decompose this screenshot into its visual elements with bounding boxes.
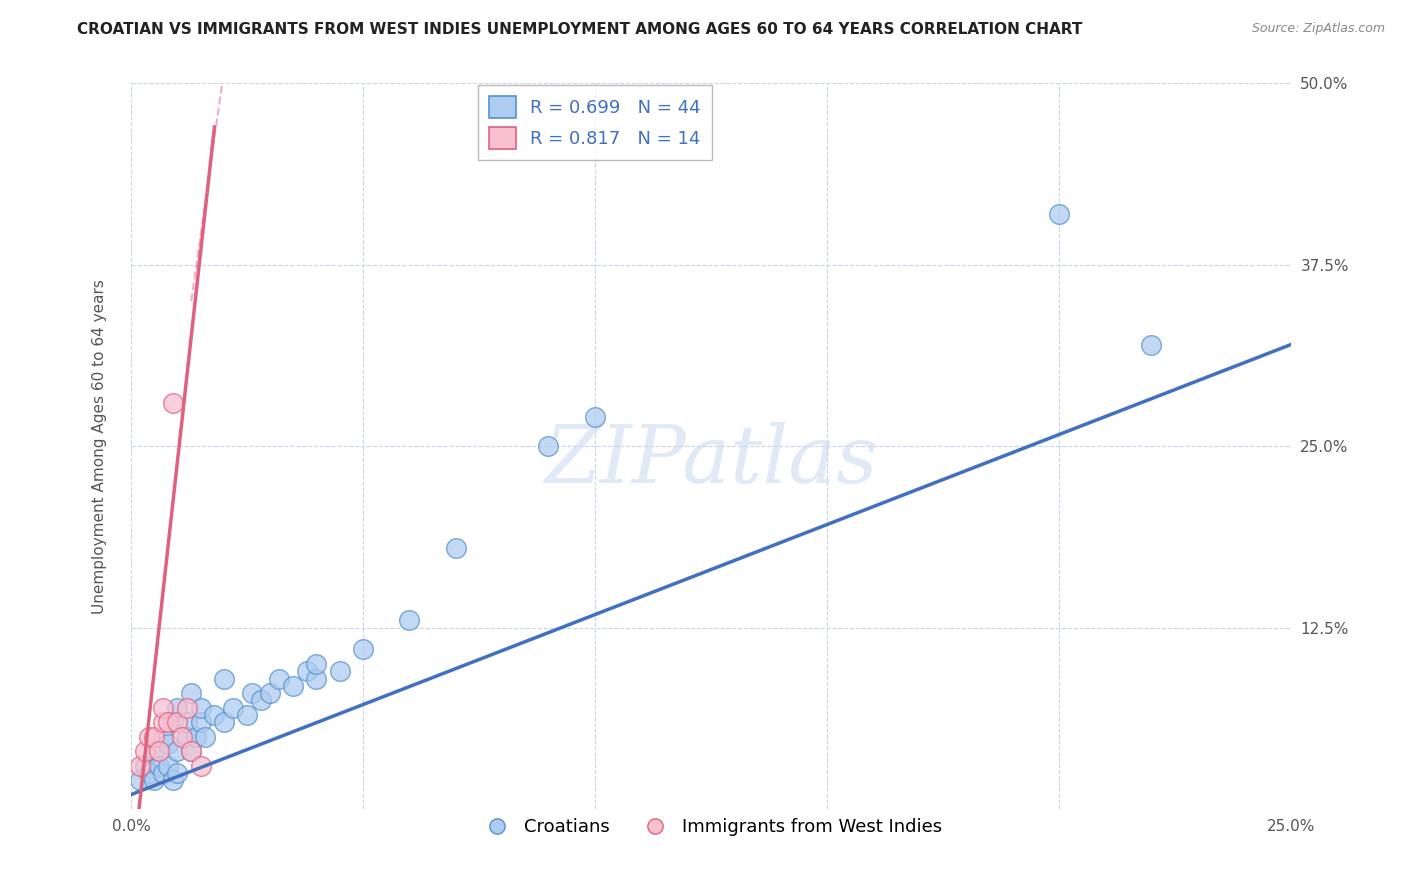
Point	[1047, 207, 1070, 221]
Point	[180, 744, 202, 758]
Point	[190, 700, 212, 714]
Point	[269, 672, 291, 686]
Point	[143, 773, 166, 788]
Point	[162, 714, 184, 729]
Point	[250, 693, 273, 707]
Point	[444, 541, 467, 555]
Point	[180, 686, 202, 700]
Point	[305, 672, 328, 686]
Point	[152, 714, 174, 729]
Text: Source: ZipAtlas.com: Source: ZipAtlas.com	[1251, 22, 1385, 36]
Point	[148, 744, 170, 758]
Point	[583, 410, 606, 425]
Point	[295, 665, 318, 679]
Point	[259, 686, 281, 700]
Point	[166, 744, 188, 758]
Text: ZIPatlas: ZIPatlas	[544, 422, 877, 500]
Point	[194, 730, 217, 744]
Point	[134, 744, 156, 758]
Point	[143, 744, 166, 758]
Point	[129, 773, 152, 788]
Point	[148, 758, 170, 772]
Point	[166, 714, 188, 729]
Point	[166, 700, 188, 714]
Point	[204, 707, 226, 722]
Point	[240, 686, 263, 700]
Point	[212, 714, 235, 729]
Point	[143, 730, 166, 744]
Point	[162, 396, 184, 410]
Point	[329, 665, 352, 679]
Point	[283, 679, 305, 693]
Point	[162, 773, 184, 788]
Point	[152, 700, 174, 714]
Text: CROATIAN VS IMMIGRANTS FROM WEST INDIES UNEMPLOYMENT AMONG AGES 60 TO 64 YEARS C: CROATIAN VS IMMIGRANTS FROM WEST INDIES …	[77, 22, 1083, 37]
Y-axis label: Unemployment Among Ages 60 to 64 years: Unemployment Among Ages 60 to 64 years	[93, 279, 107, 614]
Point	[152, 765, 174, 780]
Point	[190, 714, 212, 729]
Point	[157, 737, 180, 751]
Point	[184, 730, 207, 744]
Point	[176, 730, 198, 744]
Point	[398, 614, 420, 628]
Point	[352, 642, 374, 657]
Point	[176, 700, 198, 714]
Point	[166, 765, 188, 780]
Point	[152, 730, 174, 744]
Point	[157, 758, 180, 772]
Point	[176, 714, 198, 729]
Point	[180, 744, 202, 758]
Point	[190, 758, 212, 772]
Point	[236, 707, 259, 722]
Point	[138, 730, 160, 744]
Point	[537, 439, 560, 453]
Point	[170, 730, 193, 744]
Point	[134, 758, 156, 772]
Point	[222, 700, 245, 714]
Point	[157, 714, 180, 729]
Point	[212, 672, 235, 686]
Point	[305, 657, 328, 671]
Point	[1140, 337, 1163, 351]
Point	[138, 765, 160, 780]
Legend: Croatians, Immigrants from West Indies: Croatians, Immigrants from West Indies	[472, 811, 949, 844]
Point	[129, 758, 152, 772]
